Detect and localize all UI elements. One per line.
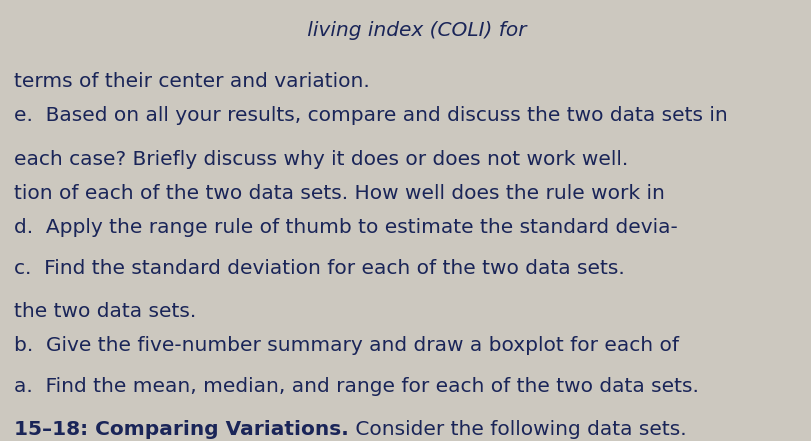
Text: tion of each of the two data sets. How well does the rule work in: tion of each of the two data sets. How w… xyxy=(14,184,664,203)
Text: d.  Apply the range rule of thumb to estimate the standard devia-: d. Apply the range rule of thumb to esti… xyxy=(14,218,677,237)
Text: each case? Briefly discuss why it does or does not work well.: each case? Briefly discuss why it does o… xyxy=(14,150,628,169)
Text: b.  Give the five-number summary and draw a boxplot for each of: b. Give the five-number summary and draw… xyxy=(14,336,678,355)
Text: the two data sets.: the two data sets. xyxy=(14,302,196,321)
Text: Consider the following data sets.: Consider the following data sets. xyxy=(348,420,685,439)
Text: a.  Find the mean, median, and range for each of the two data sets.: a. Find the mean, median, and range for … xyxy=(14,377,698,396)
Text: 15–18: Comparing Variations.: 15–18: Comparing Variations. xyxy=(14,420,348,439)
Text: terms of their center and variation.: terms of their center and variation. xyxy=(14,72,369,91)
Text: c.  Find the standard deviation for each of the two data sets.: c. Find the standard deviation for each … xyxy=(14,259,624,278)
Text: e.  Based on all your results, compare and discuss the two data sets in: e. Based on all your results, compare an… xyxy=(14,106,727,125)
Text: living index (COLI) for: living index (COLI) for xyxy=(14,21,526,40)
